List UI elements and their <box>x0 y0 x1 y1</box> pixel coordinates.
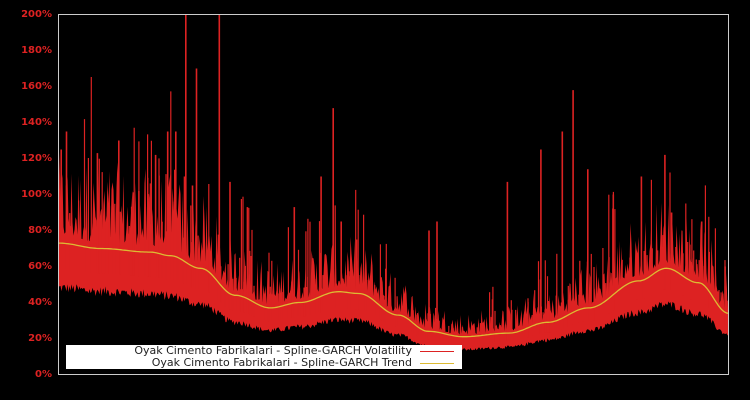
y-tick-label: 0% <box>35 368 52 380</box>
y-tick-label: 40% <box>28 296 52 308</box>
legend-label: Oyak Cimento Fabrikalari - Spline-GARCH … <box>151 356 412 369</box>
y-tick-label: 80% <box>28 224 52 236</box>
y-tick-label: 180% <box>21 44 52 56</box>
y-tick-label: 120% <box>21 152 52 164</box>
y-tick-label: 60% <box>28 260 52 272</box>
volatility-band <box>58 151 729 351</box>
legend-item-volatility: Oyak Cimento Fabrikalari - Spline-GARCH … <box>134 345 454 357</box>
plot-frame <box>58 14 729 375</box>
legend-item-trend: Oyak Cimento Fabrikalari - Spline-GARCH … <box>152 357 454 369</box>
trend-line <box>58 242 729 338</box>
legend: Oyak Cimento Fabrikalari - Spline-GARCH … <box>66 345 462 369</box>
y-tick-label: 200% <box>21 8 52 20</box>
y-tick-label: 140% <box>21 116 52 128</box>
legend-swatch-red <box>420 350 454 352</box>
y-tick-label: 20% <box>28 332 52 344</box>
y-tick-label: 100% <box>21 188 52 200</box>
volatility-series <box>58 14 729 351</box>
legend-swatch-yellow <box>420 362 454 364</box>
legend-label: Oyak Cimento Fabrikalari - Spline-GARCH … <box>134 344 412 357</box>
y-tick-label: 160% <box>21 80 52 92</box>
